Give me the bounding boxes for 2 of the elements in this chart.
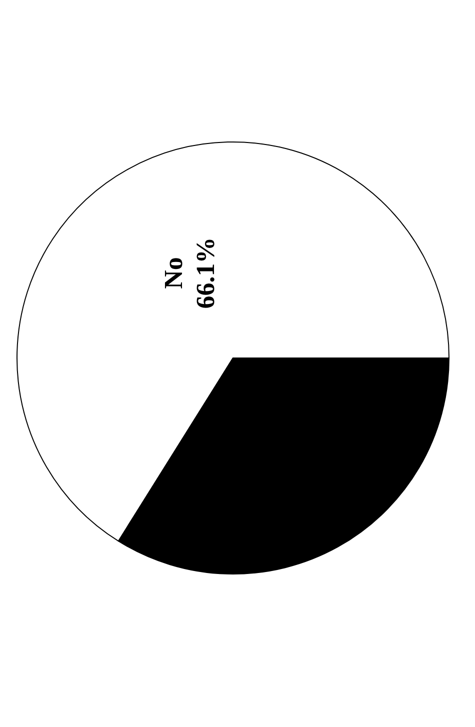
data-label: 66.1%	[190, 237, 220, 309]
slice-label: No	[158, 257, 188, 289]
